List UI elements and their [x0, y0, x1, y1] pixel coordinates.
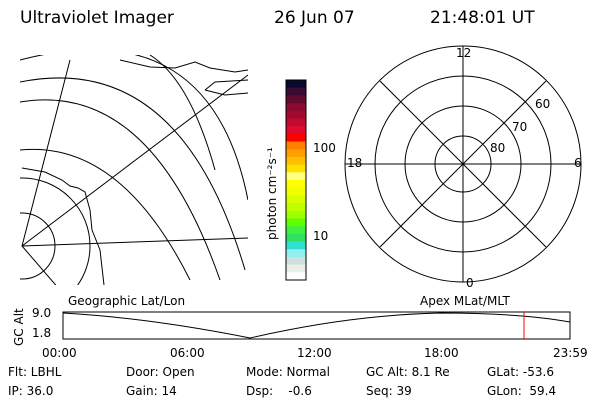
lat-label-60: 60 [535, 97, 551, 111]
polar-plot [344, 45, 582, 283]
door: Door: Open [126, 365, 195, 379]
colorbar-swatch [286, 180, 306, 189]
colorbar-swatch [286, 95, 306, 104]
colorbar-swatch [286, 210, 306, 219]
colorbar-swatch [286, 87, 306, 96]
filter: Flt: LBHL [8, 365, 62, 379]
lat-label-80: 80 [490, 141, 506, 155]
geographic-label: Geographic Lat/Lon [68, 294, 186, 308]
mode: Mode: Normal [246, 365, 330, 379]
colorbar-swatch [286, 241, 306, 250]
geographic-map [20, 55, 248, 285]
colorbar-swatch [286, 141, 306, 150]
colorbar-swatch [286, 80, 306, 89]
colorbar-frame [285, 79, 307, 281]
altitude-timeline [62, 311, 571, 340]
x-tick: 12:00 [297, 346, 332, 360]
colorbar [285, 79, 307, 281]
glat: GLat: -53.6 [487, 365, 554, 379]
timeline-y-label: GC Alt [12, 308, 26, 346]
mlt-label-6: 6 [574, 156, 582, 170]
x-tick: 00:00 [42, 346, 77, 360]
colorbar-swatch [286, 103, 306, 112]
dsp: Dsp: -0.6 [246, 384, 312, 398]
x-tick: 06:00 [170, 346, 205, 360]
colorbar-swatch [286, 195, 306, 204]
mlt-label-12: 12 [456, 46, 472, 60]
time: 21:48:01 UT [430, 8, 535, 28]
colorbar-label: photon cm⁻²s⁻¹ [265, 147, 279, 240]
y-tick: 9.0 [32, 306, 52, 320]
colorbar-swatch [286, 110, 306, 119]
colorbar-swatch [286, 118, 306, 127]
colorbar-swatch [286, 172, 306, 181]
lat-label-70: 70 [512, 120, 528, 134]
colorbar-swatch [286, 256, 306, 266]
colorbar-swatch [286, 126, 306, 135]
colorbar-swatch [286, 218, 306, 227]
x-tick: 23:59 [553, 346, 588, 360]
gain: Gain: 14 [126, 384, 177, 398]
colorbar-swatch [286, 226, 306, 235]
gc-alt: GC Alt: 8.1 Re [366, 365, 450, 379]
y-tick: 1.8 [32, 326, 52, 340]
glon: GLon: 59.4 [487, 384, 557, 398]
mlt-label-0: 0 [466, 276, 474, 290]
colorbar-swatch [286, 264, 306, 273]
colorbar-swatch [286, 249, 306, 258]
mlt-label-18: 18 [347, 156, 363, 170]
date: 26 Jun 07 [274, 8, 355, 28]
colorbar-swatch [286, 203, 306, 212]
x-tick: 18:00 [424, 346, 459, 360]
colorbar-swatch [286, 272, 306, 281]
colorbar-swatch [286, 133, 306, 143]
colorbar-swatch [286, 187, 306, 196]
apex-label: Apex MLat/MLT [420, 294, 510, 308]
colorbar-swatch [286, 233, 306, 243]
colorbar-swatch [286, 149, 306, 158]
colorbar-swatch [286, 156, 306, 166]
ip: IP: 36.0 [8, 384, 54, 398]
colorbar-tick: 10 [313, 229, 329, 243]
seq: Seq: 39 [366, 384, 412, 398]
colorbar-swatch [286, 164, 306, 173]
app-title: Ultraviolet Imager [20, 8, 174, 28]
colorbar-tick: 100 [313, 141, 336, 155]
